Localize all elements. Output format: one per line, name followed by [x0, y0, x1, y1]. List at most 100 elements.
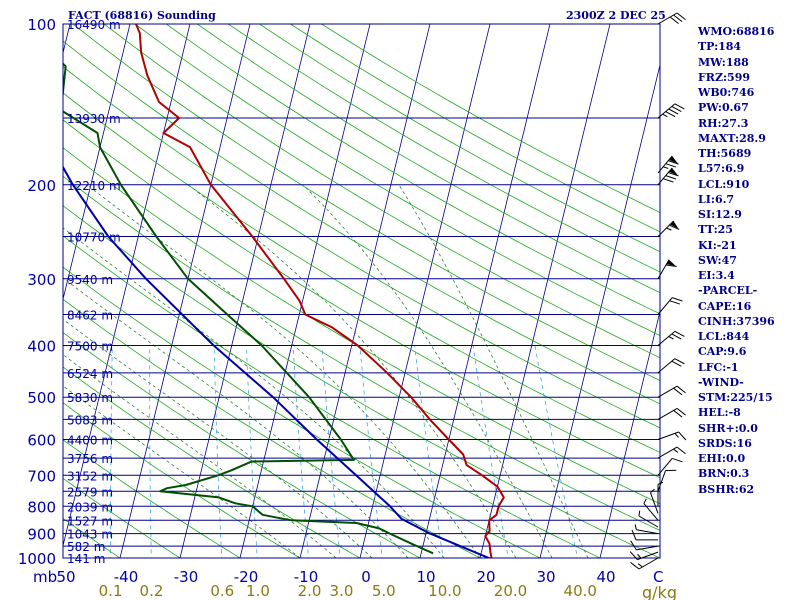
- wind-barb: [650, 488, 659, 514]
- isotherm-line: [479, 24, 611, 558]
- index-item: LFC:-1: [698, 360, 739, 374]
- dry-adiabat: [259, 24, 660, 253]
- dry-adiabat: [63, 175, 660, 531]
- mixing-ratio-unit-label: g/kg: [642, 583, 677, 600]
- index-item: MAXT:28.9: [698, 131, 766, 145]
- mixing-ratio-line: [534, 345, 579, 558]
- temperature-profile-line: [135, 24, 505, 558]
- dewpoint-profile-line: [63, 62, 434, 555]
- temperature-tick-label: 0: [361, 568, 371, 586]
- dry-adiabat: [134, 24, 660, 336]
- height-label: 12210 m: [67, 179, 121, 193]
- background-lines: [0, 12, 660, 569]
- isotherm-line: [419, 24, 551, 558]
- index-item: EI:3.4: [698, 269, 735, 282]
- isotherm-line: [0, 12, 13, 569]
- mixing-ratio-line: [321, 345, 341, 558]
- mixing-ratio-label: 10.0: [428, 582, 461, 600]
- mixing-ratio-label: 2.0: [298, 582, 322, 600]
- wind-barb: [657, 220, 680, 237]
- isotherm-line: [63, 24, 191, 548]
- temperature-tick-label: 40: [596, 568, 615, 586]
- temperature-tick-label: -40: [114, 568, 139, 586]
- sounding-profiles: [63, 24, 505, 558]
- dry-adiabat: [63, 366, 361, 558]
- index-item: RH:27.3: [698, 116, 749, 130]
- dry-adiabat: [63, 477, 181, 558]
- dry-adiabat: [63, 66, 660, 429]
- station-title: FACT (68816) Sounding: [68, 9, 216, 22]
- height-label: 13930 m: [67, 112, 121, 126]
- plot-frame: [62, 23, 661, 559]
- index-item: CAPE:16: [698, 299, 752, 313]
- dry-adiabat: [63, 439, 241, 558]
- temperature-tick-label: 20: [476, 568, 495, 586]
- mixing-ratio-label: 1.0: [246, 582, 270, 600]
- wind-barb: [629, 551, 659, 561]
- wind-barb: [657, 431, 687, 441]
- mixing-ratio-line: [110, 345, 113, 558]
- mixing-ratio-label: 0.2: [140, 582, 164, 600]
- isotherm-line: [63, 24, 131, 301]
- temperature-tick-label: -30: [174, 568, 199, 586]
- wind-barb: [657, 457, 683, 476]
- index-item: KI:-21: [698, 238, 737, 252]
- mixing-ratio-label: 0.1: [99, 582, 123, 600]
- moist-adiabat: [398, 184, 589, 558]
- index-item: -WIND-: [698, 375, 744, 389]
- mixing-ratio-line: [213, 345, 223, 558]
- pressure-tick-label: 700: [27, 467, 56, 485]
- wind-barb: [657, 297, 683, 315]
- pressure-tick-labels: 100 200 300 400 500 600 700 800 900 1000: [18, 16, 56, 568]
- index-item: LI:6.7: [698, 192, 735, 206]
- height-label: 5830 m: [67, 391, 113, 405]
- dry-adiabat: [63, 235, 601, 558]
- mixing-ratio-label: 0.6: [210, 582, 234, 600]
- dry-adiabat: [63, 332, 421, 558]
- index-item: TH:5689: [698, 147, 752, 160]
- height-label: 2579 m: [67, 485, 113, 499]
- wind-barb: [657, 407, 686, 420]
- height-label: 9540 m: [67, 273, 113, 287]
- index-item: LCL:844: [698, 330, 750, 343]
- height-label: 1527 m: [67, 514, 113, 528]
- dry-adiabat: [63, 119, 660, 479]
- isotherm-line: [63, 24, 71, 55]
- mixing-ratio-line: [414, 345, 444, 558]
- height-label: 7500 m: [67, 340, 113, 354]
- dry-adiabat: [63, 40, 660, 405]
- wind-barb: [630, 540, 659, 551]
- pressure-tick-label: 400: [27, 338, 56, 356]
- wind-barb: [657, 103, 685, 119]
- stability-indices-list: WMO:68816 TP:184 MW:188 FRZ:599 WB0:746 PW:0.…: [698, 24, 775, 497]
- index-item: HEL:-8: [698, 406, 741, 420]
- moist-adiabat: [63, 277, 409, 558]
- moist-adiabat: [63, 227, 445, 558]
- dry-adiabat: [228, 24, 660, 273]
- height-label: 6524 m: [67, 367, 113, 381]
- height-label: 141 m: [67, 552, 105, 566]
- index-item: L57:6.9: [698, 162, 745, 176]
- wind-barb: [657, 385, 686, 398]
- index-item: WB0:746: [698, 86, 755, 99]
- temperature-tick-label: 30: [536, 568, 555, 586]
- pressure-tick-label: 300: [27, 271, 56, 289]
- isotherm-line: [539, 63, 660, 558]
- wind-barb: [630, 557, 659, 570]
- height-label: 5083 m: [67, 413, 113, 427]
- pressure-unit-label: mb: [33, 568, 57, 586]
- moist-adiabat: [63, 385, 301, 558]
- height-label: 10770 m: [67, 230, 121, 244]
- isotherm-line: [239, 24, 371, 558]
- isotherm-line: [359, 24, 491, 558]
- isotherm-line: [599, 309, 660, 558]
- mixing-ratio-line: [246, 345, 258, 558]
- index-item: MW:188: [698, 55, 749, 69]
- mixing-ratio-label: 40.0: [564, 582, 597, 600]
- mixing-ratio-line: [359, 345, 383, 558]
- height-label: 3152 m: [67, 469, 113, 483]
- height-label: 582 m: [67, 540, 105, 554]
- height-label: 16490 m: [67, 18, 121, 32]
- mixing-ratio-labels: 0.1 0.2 0.6 1.0 2.0 3.0 5.0 10.0 20.0 40.0: [99, 582, 597, 600]
